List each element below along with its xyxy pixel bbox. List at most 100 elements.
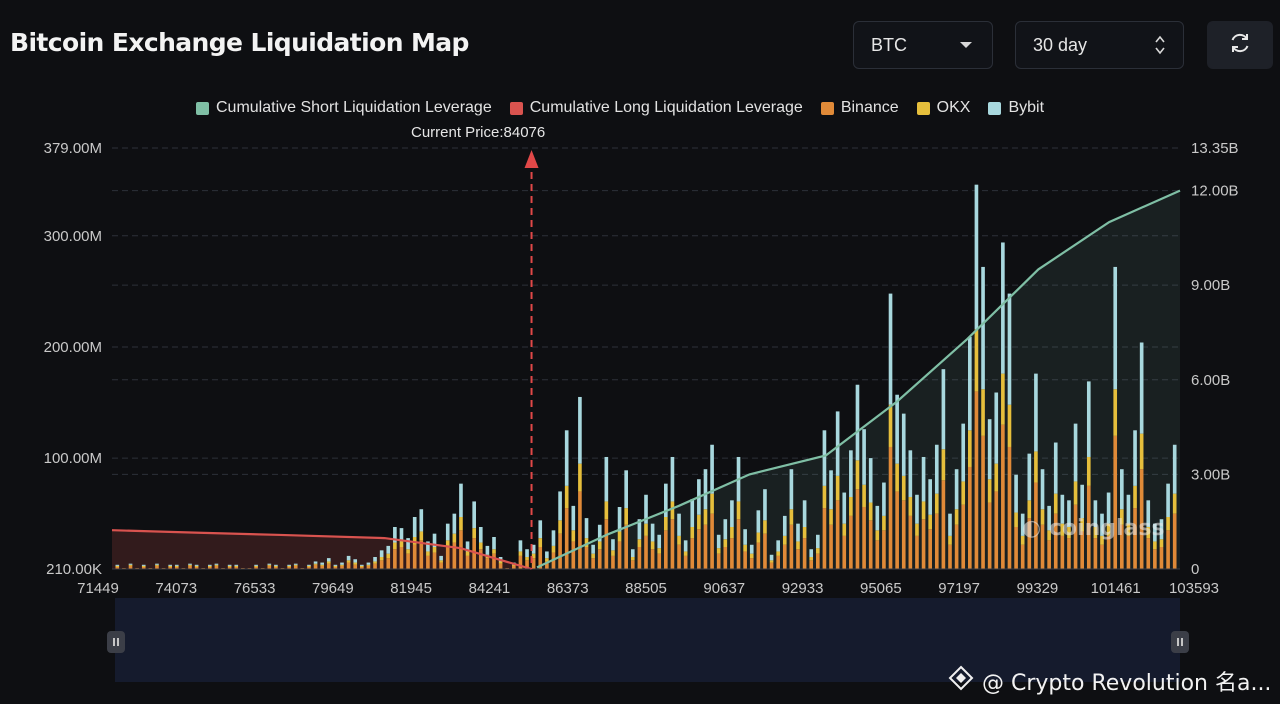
bar-bybit <box>1139 342 1144 434</box>
legend-item-okx[interactable]: OKX <box>916 99 970 117</box>
bar-okx <box>888 404 893 447</box>
bar-binance <box>888 446 893 569</box>
bar-bybit <box>115 564 120 566</box>
bar-bybit <box>128 563 133 565</box>
bar-okx <box>743 544 747 552</box>
bar-okx <box>1060 523 1065 536</box>
bar-bybit <box>921 456 926 502</box>
bar-binance <box>934 513 939 569</box>
bar-binance <box>769 562 774 569</box>
bar-binance <box>677 544 681 569</box>
bar-bybit <box>1080 484 1084 519</box>
navigator-right-handle[interactable] <box>1171 631 1189 653</box>
bar-bybit <box>611 539 615 551</box>
bar-bybit <box>194 564 199 566</box>
bar-binance <box>234 567 239 569</box>
bar-binance <box>1086 485 1091 569</box>
range-navigator[interactable] <box>115 598 1180 682</box>
range-select[interactable]: 30 day <box>1015 21 1184 69</box>
bar-okx <box>1100 535 1104 545</box>
bar-bybit <box>816 534 820 549</box>
bar-okx <box>842 523 847 536</box>
bar-okx <box>531 553 536 559</box>
legend-item-bybit[interactable]: Bybit <box>988 99 1044 117</box>
bar-okx <box>776 551 780 556</box>
bar-bybit <box>670 456 675 502</box>
bar-okx <box>1139 433 1144 470</box>
bar-okx <box>452 533 457 543</box>
bar-binance <box>432 552 437 569</box>
asset-select[interactable]: BTC <box>853 21 993 69</box>
bar-binance <box>485 558 490 569</box>
bar-okx <box>174 565 179 568</box>
bar-okx <box>214 564 219 566</box>
bar-okx <box>1126 523 1131 536</box>
bar-binance <box>326 563 331 569</box>
bar-okx <box>862 484 866 507</box>
x-tick-label: 74073 <box>155 580 197 597</box>
bar-okx <box>333 565 338 568</box>
bar-okx <box>677 535 681 545</box>
bar-binance <box>591 558 595 569</box>
bar-binance <box>835 500 840 569</box>
bar-bybit <box>789 469 794 510</box>
bar-okx <box>1146 526 1151 539</box>
chart-lines <box>111 189 1181 571</box>
x-tick-label: 76533 <box>234 580 276 597</box>
bar-okx <box>406 549 410 554</box>
bar-okx <box>254 565 258 568</box>
bar-bybit <box>981 266 985 390</box>
bar-binance <box>802 538 807 569</box>
bar-okx <box>736 501 741 520</box>
refresh-button[interactable] <box>1207 21 1273 69</box>
caret-down-icon <box>960 42 972 48</box>
bar-okx <box>393 542 397 550</box>
bar-binance <box>227 567 232 569</box>
bar-binance <box>194 567 199 569</box>
bar-binance <box>941 480 946 569</box>
bar-okx <box>1166 516 1170 531</box>
bar-bybit <box>478 526 483 543</box>
bar-okx <box>591 553 595 559</box>
bar-bybit <box>1126 494 1131 524</box>
bar-bybit <box>730 500 734 527</box>
bar-bybit <box>1027 453 1032 501</box>
bar-bybit <box>452 513 457 534</box>
bar-okx <box>1067 526 1071 539</box>
bar-binance <box>842 535 847 569</box>
bar-binance <box>604 519 609 569</box>
bar-bybit <box>644 494 648 524</box>
bar-okx <box>855 460 860 490</box>
navigator-left-handle[interactable] <box>107 631 125 653</box>
x-tick-label: 86373 <box>547 580 589 597</box>
bar-okx <box>419 531 424 541</box>
bar-bybit <box>1113 266 1118 390</box>
bar-bybit <box>597 524 602 542</box>
legend-item-binance[interactable]: Binance <box>820 99 899 117</box>
bar-bybit <box>809 549 814 558</box>
x-tick-label: 90637 <box>703 580 745 597</box>
bar-binance <box>267 565 272 569</box>
bar-okx <box>849 496 853 516</box>
x-tick-label: 81945 <box>390 580 432 597</box>
bar-binance <box>829 524 833 569</box>
bar-binance <box>637 547 642 569</box>
bar-okx <box>360 565 364 568</box>
bar-binance <box>439 562 443 569</box>
legend-item-long[interactable]: Cumulative Long Liquidation Leverage <box>509 99 803 117</box>
x-tick-label: 88505 <box>625 580 667 597</box>
bar-okx <box>571 530 576 542</box>
bar-okx <box>1014 512 1018 527</box>
bar-okx <box>829 509 833 525</box>
bar-bybit <box>703 469 708 510</box>
bar-bybit <box>214 563 219 565</box>
bar-bybit <box>901 413 906 476</box>
bar-binance <box>630 560 635 569</box>
legend-item-short[interactable]: Cumulative Short Liquidation Leverage <box>196 99 492 117</box>
bar-okx <box>703 509 708 525</box>
bar-binance <box>293 565 298 569</box>
bar-okx <box>141 565 146 568</box>
bar-binance <box>1100 544 1104 569</box>
bar-bybit <box>445 523 450 541</box>
bar-bybit <box>379 550 384 558</box>
